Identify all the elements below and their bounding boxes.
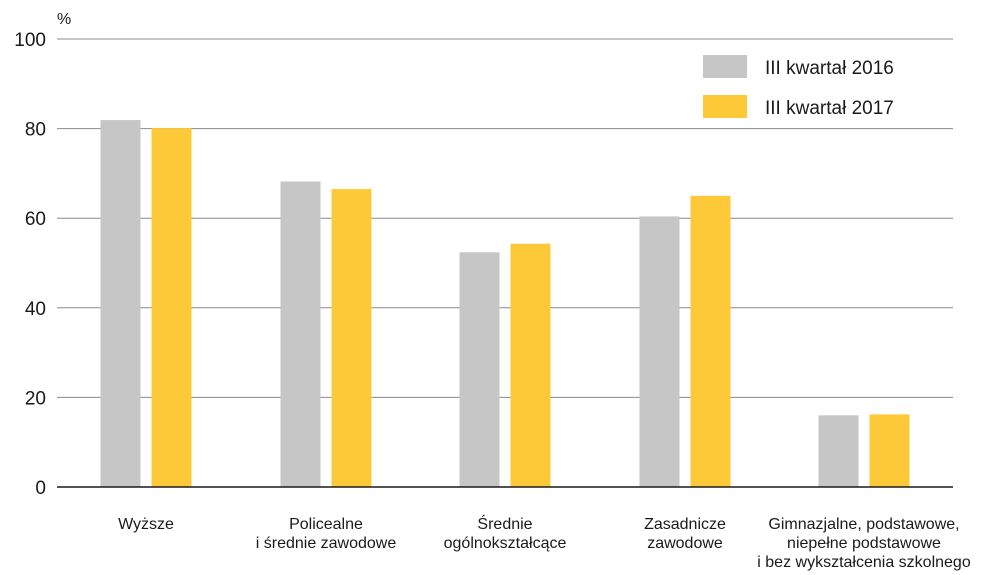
- bar-1-4: [639, 216, 680, 487]
- y-axis-unit: %: [57, 11, 71, 28]
- axes: 0 20 40 60 80 100%: [14, 11, 953, 499]
- bar-1-3: [459, 252, 500, 487]
- category-label-line: niepełne podstawowe: [787, 535, 941, 552]
- category-label-line: ogólnokształcące: [444, 535, 567, 552]
- legend-label-2: III kwartał 2017: [765, 98, 894, 119]
- bar-1-5: [818, 415, 859, 487]
- bar-1-1: [100, 120, 141, 487]
- bar-2-2: [331, 189, 372, 487]
- category-label-line: Średnie: [477, 514, 532, 533]
- category-label-line: Policealne: [289, 516, 363, 533]
- y-tick-label: 100: [14, 30, 46, 51]
- category-label-line: Zasadnicze: [644, 516, 726, 533]
- category-label: Policealne i średnie zawodowe: [256, 516, 397, 552]
- legend[interactable]: III kwartał 2016 III kwartał 2017: [703, 55, 894, 119]
- bar-1-2: [280, 181, 321, 488]
- y-tick-label: 40: [25, 299, 46, 320]
- category-label: Wyższe: [118, 516, 174, 533]
- category-label-line: Wyższe: [118, 516, 174, 533]
- bar-2-4: [690, 195, 731, 488]
- y-tick-label: 60: [25, 209, 46, 230]
- legend-label-1: III kwartał 2016: [765, 58, 894, 79]
- y-tick-label: 0: [35, 478, 46, 499]
- bars: [100, 120, 910, 488]
- category-label-line: i średnie zawodowe: [256, 535, 397, 552]
- legend-swatch-1: [703, 55, 747, 78]
- category-label-line: i bez wykształcenia szkolnego: [757, 554, 971, 571]
- legend-swatch-2: [703, 95, 747, 118]
- category-label: Zasadnicze zawodowe: [644, 516, 726, 552]
- gridlines: [57, 38, 953, 398]
- y-tick-label: 20: [25, 388, 46, 409]
- category-labels: Wyższe Policealne i średnie zawodowe Średni…: [118, 514, 971, 571]
- category-label: Gimnazjalne, podstawowe, niepełne podstaw…: [757, 516, 971, 571]
- bar-2-1: [151, 128, 192, 488]
- bar-2-3: [510, 243, 551, 487]
- category-label-line: Gimnazjalne, podstawowe,: [768, 516, 959, 533]
- category-label-line: zawodowe: [647, 535, 723, 552]
- bar-2-5: [869, 414, 910, 487]
- category-label: Średnie ogólnokształcące: [444, 514, 567, 552]
- y-tick-label: 80: [25, 120, 46, 141]
